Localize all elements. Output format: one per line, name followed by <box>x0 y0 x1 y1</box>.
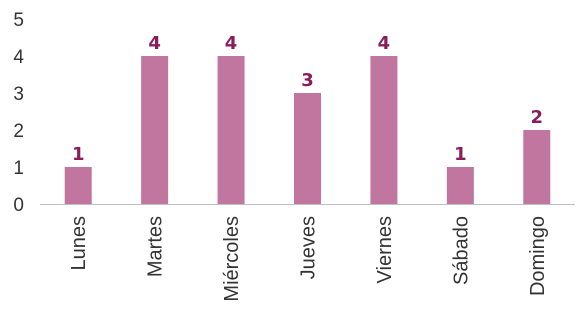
bar-lunes <box>65 167 92 204</box>
y-tick-label: 1 <box>13 158 24 179</box>
category-labels-group: Lunes Martes Miércoles Jueves Viernes Sábado D… <box>68 216 549 302</box>
bar-martes <box>141 56 168 204</box>
category-label: Martes <box>145 216 167 277</box>
data-label: 1 <box>72 144 85 165</box>
y-tick-label: 0 <box>13 195 24 216</box>
bar-miércoles <box>218 56 245 204</box>
data-label: 1 <box>454 144 467 165</box>
category-label: Domingo <box>527 216 549 296</box>
y-tick-label: 4 <box>13 47 24 68</box>
data-label: 4 <box>378 33 391 54</box>
category-label: Viernes <box>374 216 396 283</box>
bar-domingo <box>523 130 550 204</box>
y-axis-ticks: 0 1 2 3 4 5 <box>13 10 24 216</box>
bar-sábado <box>447 167 474 204</box>
category-label: Jueves <box>298 216 320 279</box>
bar-jueves <box>294 93 321 204</box>
y-tick-label: 2 <box>13 121 24 142</box>
data-label: 2 <box>531 107 544 128</box>
data-label: 4 <box>148 33 161 54</box>
category-label: Sábado <box>450 216 472 285</box>
bar-viernes <box>370 56 397 204</box>
data-label: 3 <box>301 70 314 91</box>
y-tick-label: 3 <box>13 84 24 105</box>
data-label: 4 <box>225 33 238 54</box>
category-label: Miércoles <box>221 216 243 302</box>
y-tick-label: 5 <box>13 10 24 31</box>
category-label: Lunes <box>68 216 90 271</box>
